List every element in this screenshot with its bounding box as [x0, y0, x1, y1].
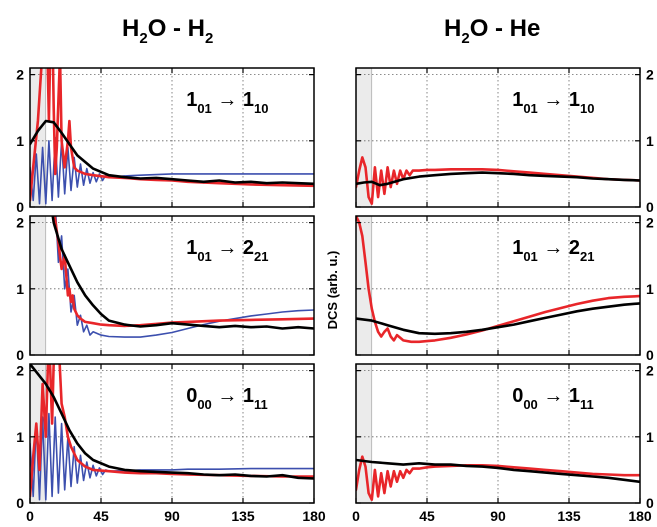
- series-line-black: [51, 216, 314, 330]
- transition-label: 101 → 110: [186, 89, 268, 116]
- panel-2-3: 0 1 2 0 45 90 135 180 000 → 111: [352, 363, 654, 524]
- transition-label: 000 → 111: [512, 385, 594, 412]
- panel-1-2: 0 1 2 101 → 221: [16, 215, 315, 363]
- series-line-black: [30, 119, 314, 186]
- series-line-blue: [30, 412, 314, 501]
- series-line-red: [53, 216, 314, 328]
- x-tick-label: 180: [302, 508, 326, 524]
- y-tick-label: 0: [16, 199, 24, 215]
- y-tick-label: 1: [16, 429, 24, 445]
- shaded-region: [355, 67, 373, 208]
- panel-2-2: 0 1 2 101 → 221: [355, 215, 654, 363]
- y-tick-label: 2: [646, 215, 654, 231]
- y-tick-label: 2: [16, 215, 24, 231]
- transition-label: 000 → 111: [186, 385, 268, 412]
- transition-label: 101 → 221: [186, 237, 268, 264]
- y-tick-label: 1: [646, 429, 654, 445]
- series-line-red: [356, 156, 640, 205]
- panel-1-1: 0 1 2 101 → 110: [16, 67, 315, 215]
- series-line-black: [30, 364, 314, 480]
- x-tick-label: 0: [26, 508, 34, 524]
- y-tick-label: 0: [646, 347, 654, 363]
- x-tick-label: 180: [628, 508, 652, 524]
- y-axis-label: DCS (arb. u.): [325, 251, 340, 330]
- y-tick-label: 2: [646, 67, 654, 83]
- y-tick-label: 1: [646, 133, 654, 149]
- y-tick-label: 1: [646, 281, 654, 297]
- panel-1-3: 0 1 2 0 45 90 135 180 000 → 111: [16, 363, 326, 524]
- x-tick-label: 45: [93, 508, 109, 524]
- series-line-black: [356, 171, 640, 187]
- y-tick-label: 1: [16, 281, 24, 297]
- series-line-black: [356, 458, 640, 484]
- x-tick-label: 135: [231, 508, 255, 524]
- x-tick-label: 135: [557, 508, 581, 524]
- y-tick-label: 0: [16, 495, 24, 511]
- shaded-region: [29, 215, 47, 356]
- x-tick-label: 90: [490, 508, 506, 524]
- y-tick-label: 0: [646, 495, 654, 511]
- series-line-black: [356, 302, 640, 336]
- series-line-red: [356, 455, 640, 502]
- y-tick-label: 0: [646, 199, 654, 215]
- series-line-red: [356, 216, 640, 344]
- x-tick-label: 90: [164, 508, 180, 524]
- column-title-h2o-he: H2O - He: [444, 15, 540, 47]
- transition-label: 101 → 221: [512, 237, 594, 264]
- y-tick-label: 0: [16, 347, 24, 363]
- y-tick-label: 1: [16, 133, 24, 149]
- series-line-blue: [30, 136, 314, 205]
- column-title-h2o-h2: H2O - H2: [122, 15, 213, 47]
- x-tick-label: 45: [419, 508, 435, 524]
- panel-2-1: 0 1 2 101 → 110: [355, 67, 654, 215]
- y-tick-label: 2: [16, 363, 24, 379]
- y-tick-label: 2: [16, 67, 24, 83]
- transition-label: 101 → 110: [512, 89, 594, 116]
- y-tick-label: 2: [646, 363, 654, 379]
- x-tick-label: 0: [352, 508, 360, 524]
